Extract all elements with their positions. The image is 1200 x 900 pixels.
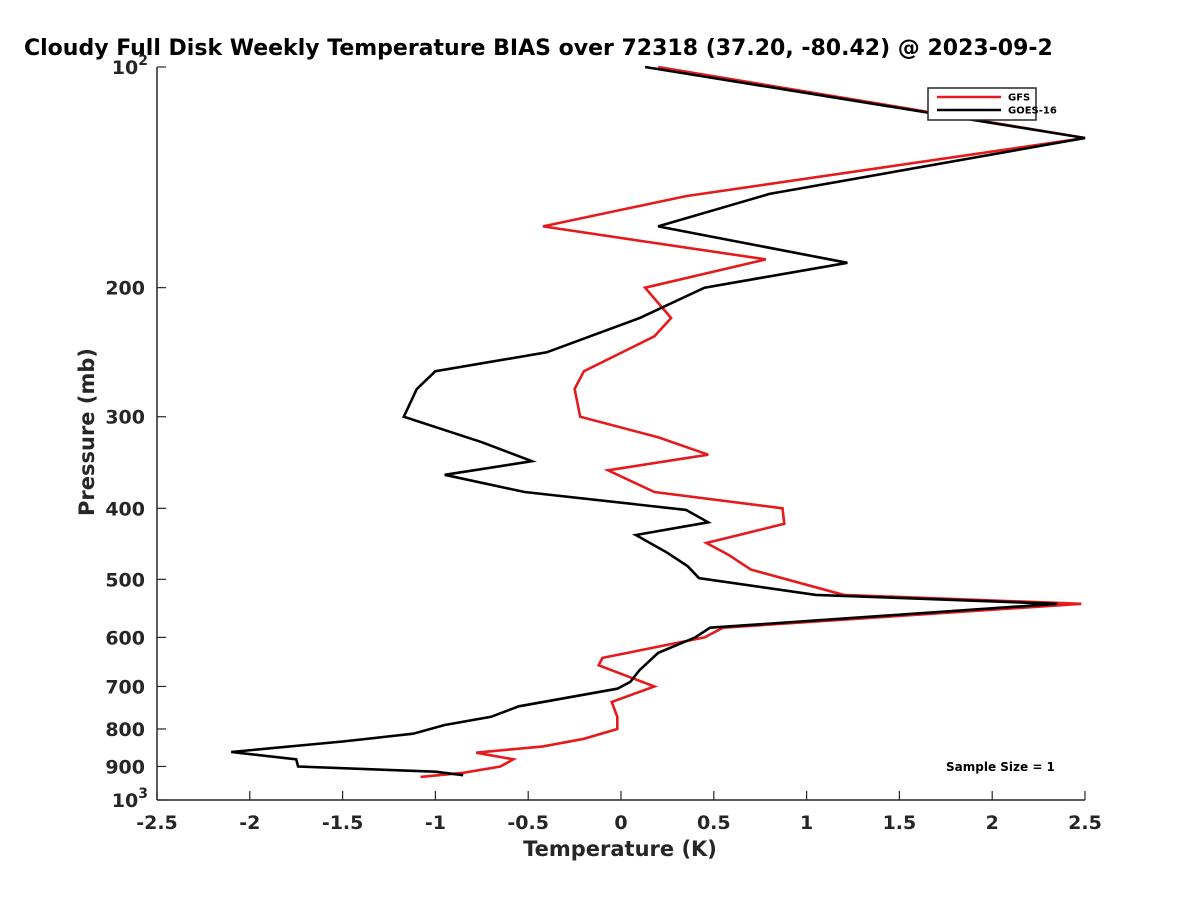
y-axis-ticks: 102 200 300 400 500 600 700 800 900 103 <box>105 53 166 812</box>
x-tick-label: 1 <box>800 812 813 834</box>
x-tick-label: 2.5 <box>1068 812 1102 834</box>
x-axis-label: Temperature (K) <box>523 837 717 861</box>
x-tick-label: -2 <box>239 812 260 834</box>
y-axis-label: Pressure (mb) <box>75 348 99 516</box>
y-tick-label: 500 <box>105 569 145 591</box>
legend: GFS GOES-16 <box>927 87 1057 121</box>
x-axis-ticks: -2.5 -2 -1.5 -1 -0.5 0 0.5 1 1.5 2 2.5 <box>136 791 1102 834</box>
x-tick-label: -1 <box>425 812 446 834</box>
axes-frame <box>156 67 1085 801</box>
y-tick-label: 400 <box>105 498 145 520</box>
x-tick-label: -2.5 <box>136 812 178 834</box>
y-tick-label: 300 <box>105 407 145 429</box>
y-tick-label: 102 <box>112 53 148 79</box>
y-tick-label: 600 <box>105 627 145 649</box>
plot-series <box>231 65 1086 779</box>
legend-label: GFS <box>1008 93 1030 104</box>
y-tick-label: 200 <box>105 278 145 300</box>
x-tick-label: -0.5 <box>507 812 549 834</box>
series-line-gfs <box>420 65 1086 779</box>
x-tick-label: -1.5 <box>322 812 364 834</box>
sample-size-annotation: Sample Size = 1 <box>946 760 1055 774</box>
x-tick-label: 2 <box>986 812 999 834</box>
y-tick-label: 103 <box>112 786 148 812</box>
series-line-goes-16 <box>231 65 1086 777</box>
legend-label: GOES-16 <box>1008 106 1057 117</box>
y-tick-label: 800 <box>105 719 145 741</box>
legend-box <box>927 87 1037 121</box>
y-tick-label: 700 <box>105 676 145 698</box>
x-tick-label: 1.5 <box>883 812 917 834</box>
y-tick-label: 900 <box>105 756 145 778</box>
x-tick-label: 0 <box>614 812 627 834</box>
x-tick-label: 0.5 <box>697 812 731 834</box>
chart-title: Cloudy Full Disk Weekly Temperature BIAS… <box>24 36 1053 61</box>
